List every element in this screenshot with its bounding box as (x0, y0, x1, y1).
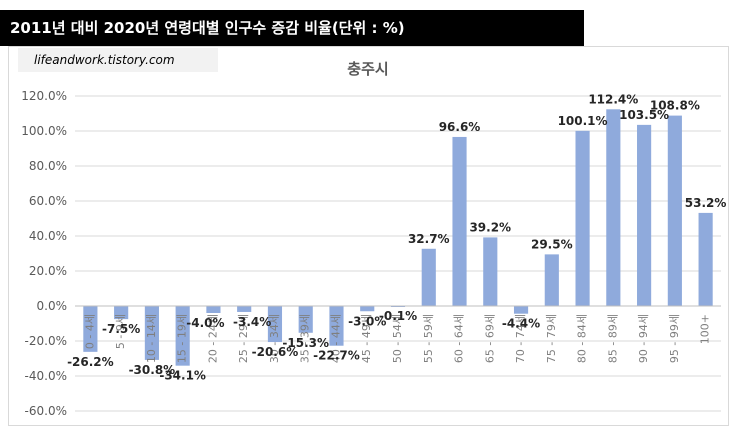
chart-title: 충주시 (347, 60, 388, 78)
data-label: 32.7% (408, 232, 450, 246)
x-tick-label: 40 - 44세 (329, 314, 342, 363)
x-tick-label: 20 - 24세 (206, 314, 219, 363)
bar (114, 306, 129, 320)
bar (360, 306, 375, 312)
x-axis-ticks: 0 - 4세 5 - 9세 10 - 14세 15 - 19세 20 - 24세 25 -… (83, 314, 711, 363)
data-label: -4.4% (502, 317, 540, 331)
data-label: -26.2% (67, 355, 114, 369)
x-tick-label: 10 - 14세 (145, 314, 158, 363)
bar (206, 306, 221, 313)
y-tick-label: 120.0% (21, 89, 67, 103)
x-tick-label: 85 - 89세 (606, 314, 619, 363)
x-tick-label: 60 - 64세 (453, 314, 466, 363)
data-label: 112.4% (588, 92, 638, 106)
bar (637, 124, 652, 306)
data-label: -4.0% (186, 316, 224, 330)
x-tick-label: 55 - 59세 (422, 314, 435, 363)
data-label: -0.1% (379, 309, 417, 323)
bar (298, 306, 313, 333)
data-label: -34.1% (159, 369, 206, 383)
data-label: 103.5% (619, 108, 669, 122)
bar (544, 254, 559, 306)
y-tick-label: -60.0% (25, 404, 67, 418)
bar (329, 306, 344, 346)
bar (421, 248, 436, 306)
bar (513, 306, 529, 314)
x-tick-label: 25 - 29세 (237, 314, 250, 363)
x-tick-label: 75 - 79세 (545, 314, 558, 363)
x-tick-label: 95 - 99세 (668, 314, 681, 363)
x-tick-label: 5 - 9세 (114, 314, 127, 349)
bar (575, 130, 590, 306)
bar (606, 109, 621, 306)
data-label: 100.1% (558, 114, 608, 128)
data-label: -20.6% (252, 345, 299, 359)
y-tick-label: 20.0% (29, 264, 67, 278)
data-label: -3.4% (233, 315, 271, 329)
x-tick-label: 45 - 49세 (360, 314, 373, 363)
y-axis-ticks: 120.0% 100.0% 80.0% 60.0% 40.0% 20.0% 0.0% -20.… (21, 89, 67, 418)
y-tick-label: 60.0% (29, 194, 67, 208)
data-label: 53.2% (685, 196, 727, 210)
data-label: -15.3% (282, 336, 329, 350)
x-tick-label: 30 - 34세 (268, 314, 281, 363)
x-tick-label: 0 - 4세 (83, 314, 96, 349)
page-header: 2011년 대비 2020년 연령대별 인구수 증감 비율(단위 : %) (0, 10, 584, 46)
bar (175, 306, 190, 366)
x-tick-label: 70 - 74세 (514, 314, 527, 363)
data-label: 39.2% (469, 220, 511, 234)
data-label: 96.6% (439, 120, 481, 134)
data-label: 108.8% (650, 99, 700, 113)
bar (483, 237, 498, 306)
bar (667, 115, 682, 306)
y-tick-label: 40.0% (29, 229, 67, 243)
x-tick-label: 15 - 19세 (176, 314, 189, 363)
x-tick-label: 90 - 94세 (637, 314, 650, 363)
bar (452, 136, 467, 306)
y-tick-label: -40.0% (25, 369, 67, 383)
x-tick-label: 65 - 69세 (483, 314, 496, 363)
bars (83, 109, 713, 366)
data-labels: -26.2%-7.5%-30.8%-34.1%-4.0% -3.4%-20.6%-… (67, 92, 726, 382)
y-tick-label: -20.0% (25, 334, 67, 348)
bar (83, 306, 98, 352)
data-label: -3.0% (348, 314, 386, 328)
bar (237, 306, 252, 312)
y-tick-label: 100.0% (21, 124, 67, 138)
bar (698, 212, 713, 306)
x-tick-label: 100+ (699, 314, 712, 344)
x-tick-label: 50 - 54세 (391, 314, 404, 363)
data-label: -22.7% (313, 349, 360, 363)
x-tick-label: 35 - 39세 (299, 314, 312, 363)
x-tick-label: 80 - 84세 (576, 314, 589, 363)
source-watermark: lifeandwork.tistory.com (18, 48, 218, 72)
bar (144, 306, 159, 360)
data-label: -7.5% (102, 322, 140, 336)
bar (267, 306, 283, 343)
data-label: -30.8% (129, 363, 176, 377)
y-tick-label: 80.0% (29, 159, 67, 173)
y-tick-label: 0.0% (37, 299, 68, 313)
data-label: 29.5% (531, 237, 573, 251)
